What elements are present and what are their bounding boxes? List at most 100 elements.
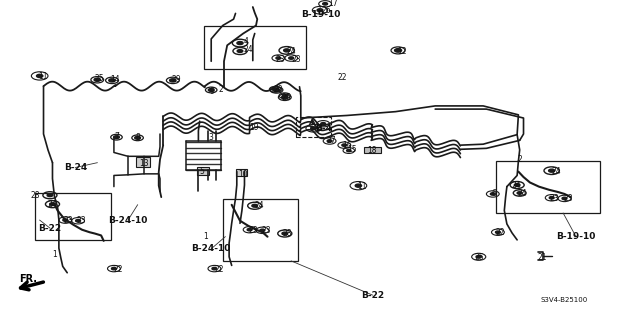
Text: 25: 25 [475,253,484,262]
Bar [364,147,381,153]
Text: 13: 13 [140,159,149,168]
Bar [236,169,247,176]
Circle shape [310,127,317,130]
Text: 1: 1 [52,250,57,259]
Text: 26: 26 [322,6,332,15]
Text: 25: 25 [282,93,291,102]
Text: 18: 18 [367,146,376,155]
Text: 24: 24 [287,47,296,56]
Circle shape [515,184,520,186]
Circle shape [289,57,294,59]
Text: B-4: B-4 [315,124,332,133]
Circle shape [476,256,481,258]
Circle shape [135,137,141,139]
Circle shape [273,88,280,92]
Text: 24: 24 [48,200,58,209]
Text: 5: 5 [200,167,205,176]
Text: 10: 10 [238,170,248,179]
Text: B-24-10: B-24-10 [108,216,148,225]
Text: 22: 22 [214,265,224,274]
Circle shape [394,48,402,52]
Text: 11: 11 [38,72,48,81]
Text: 4: 4 [243,37,248,46]
Text: 22: 22 [114,265,124,274]
Text: 24: 24 [517,189,527,198]
Text: 27: 27 [326,137,336,145]
Text: 2: 2 [219,85,223,94]
Circle shape [347,150,351,152]
Text: B-19-10: B-19-10 [556,232,596,241]
Text: 17: 17 [328,0,338,8]
Text: 28: 28 [283,229,292,238]
Circle shape [63,219,68,221]
Text: 9: 9 [210,87,215,96]
Circle shape [273,88,278,91]
Bar [204,26,306,69]
Circle shape [212,267,217,270]
Text: 22: 22 [338,73,348,82]
Circle shape [283,95,287,97]
Circle shape [276,57,281,59]
Circle shape [237,41,243,45]
Circle shape [517,192,522,194]
Circle shape [114,136,119,138]
Circle shape [36,74,43,78]
Text: 3: 3 [208,133,213,142]
Bar [197,167,209,175]
Text: B-22: B-22 [361,291,384,300]
Bar [496,161,600,213]
Circle shape [323,3,328,5]
Circle shape [94,78,100,81]
Text: 23: 23 [291,55,301,63]
Circle shape [495,231,500,234]
Text: 19: 19 [250,123,259,132]
Circle shape [321,122,326,125]
Text: 24: 24 [512,181,522,190]
Text: B-19-10: B-19-10 [301,10,341,19]
Bar [223,199,298,261]
Bar [296,117,331,137]
Text: 23: 23 [563,194,573,203]
Circle shape [76,219,81,222]
Text: 1: 1 [204,232,208,241]
Text: S3V4-B25100: S3V4-B25100 [541,298,588,303]
Text: 22: 22 [496,228,506,237]
Text: 23: 23 [261,226,271,235]
Text: 23: 23 [248,226,258,235]
Bar [35,193,111,240]
Text: 7: 7 [114,132,119,141]
Bar [136,157,150,167]
Circle shape [50,203,55,205]
Circle shape [282,232,287,235]
Text: 23: 23 [549,194,559,203]
Text: 11: 11 [357,182,367,191]
Circle shape [260,229,265,232]
Circle shape [252,204,257,207]
Text: B-24-10: B-24-10 [191,244,231,253]
Circle shape [548,169,555,172]
Text: FR.: FR. [19,274,37,284]
Circle shape [109,79,115,82]
Circle shape [342,144,347,146]
Circle shape [284,49,290,52]
Text: 23: 23 [275,55,285,63]
Text: 20: 20 [274,85,284,94]
Text: 28: 28 [31,191,40,200]
Text: B-22: B-22 [38,224,61,233]
Circle shape [549,197,554,199]
Text: 12: 12 [397,47,406,56]
Circle shape [282,96,288,99]
Circle shape [327,140,332,142]
Circle shape [490,193,495,195]
Text: 2: 2 [517,155,522,164]
Circle shape [209,89,214,91]
Text: 23: 23 [77,216,86,225]
Circle shape [317,9,323,12]
Text: B-24: B-24 [64,163,87,172]
Circle shape [170,79,176,82]
Text: 24: 24 [243,45,253,54]
Text: 25: 25 [95,74,104,83]
Text: 6: 6 [492,189,497,198]
Circle shape [111,267,116,270]
Circle shape [237,50,243,52]
